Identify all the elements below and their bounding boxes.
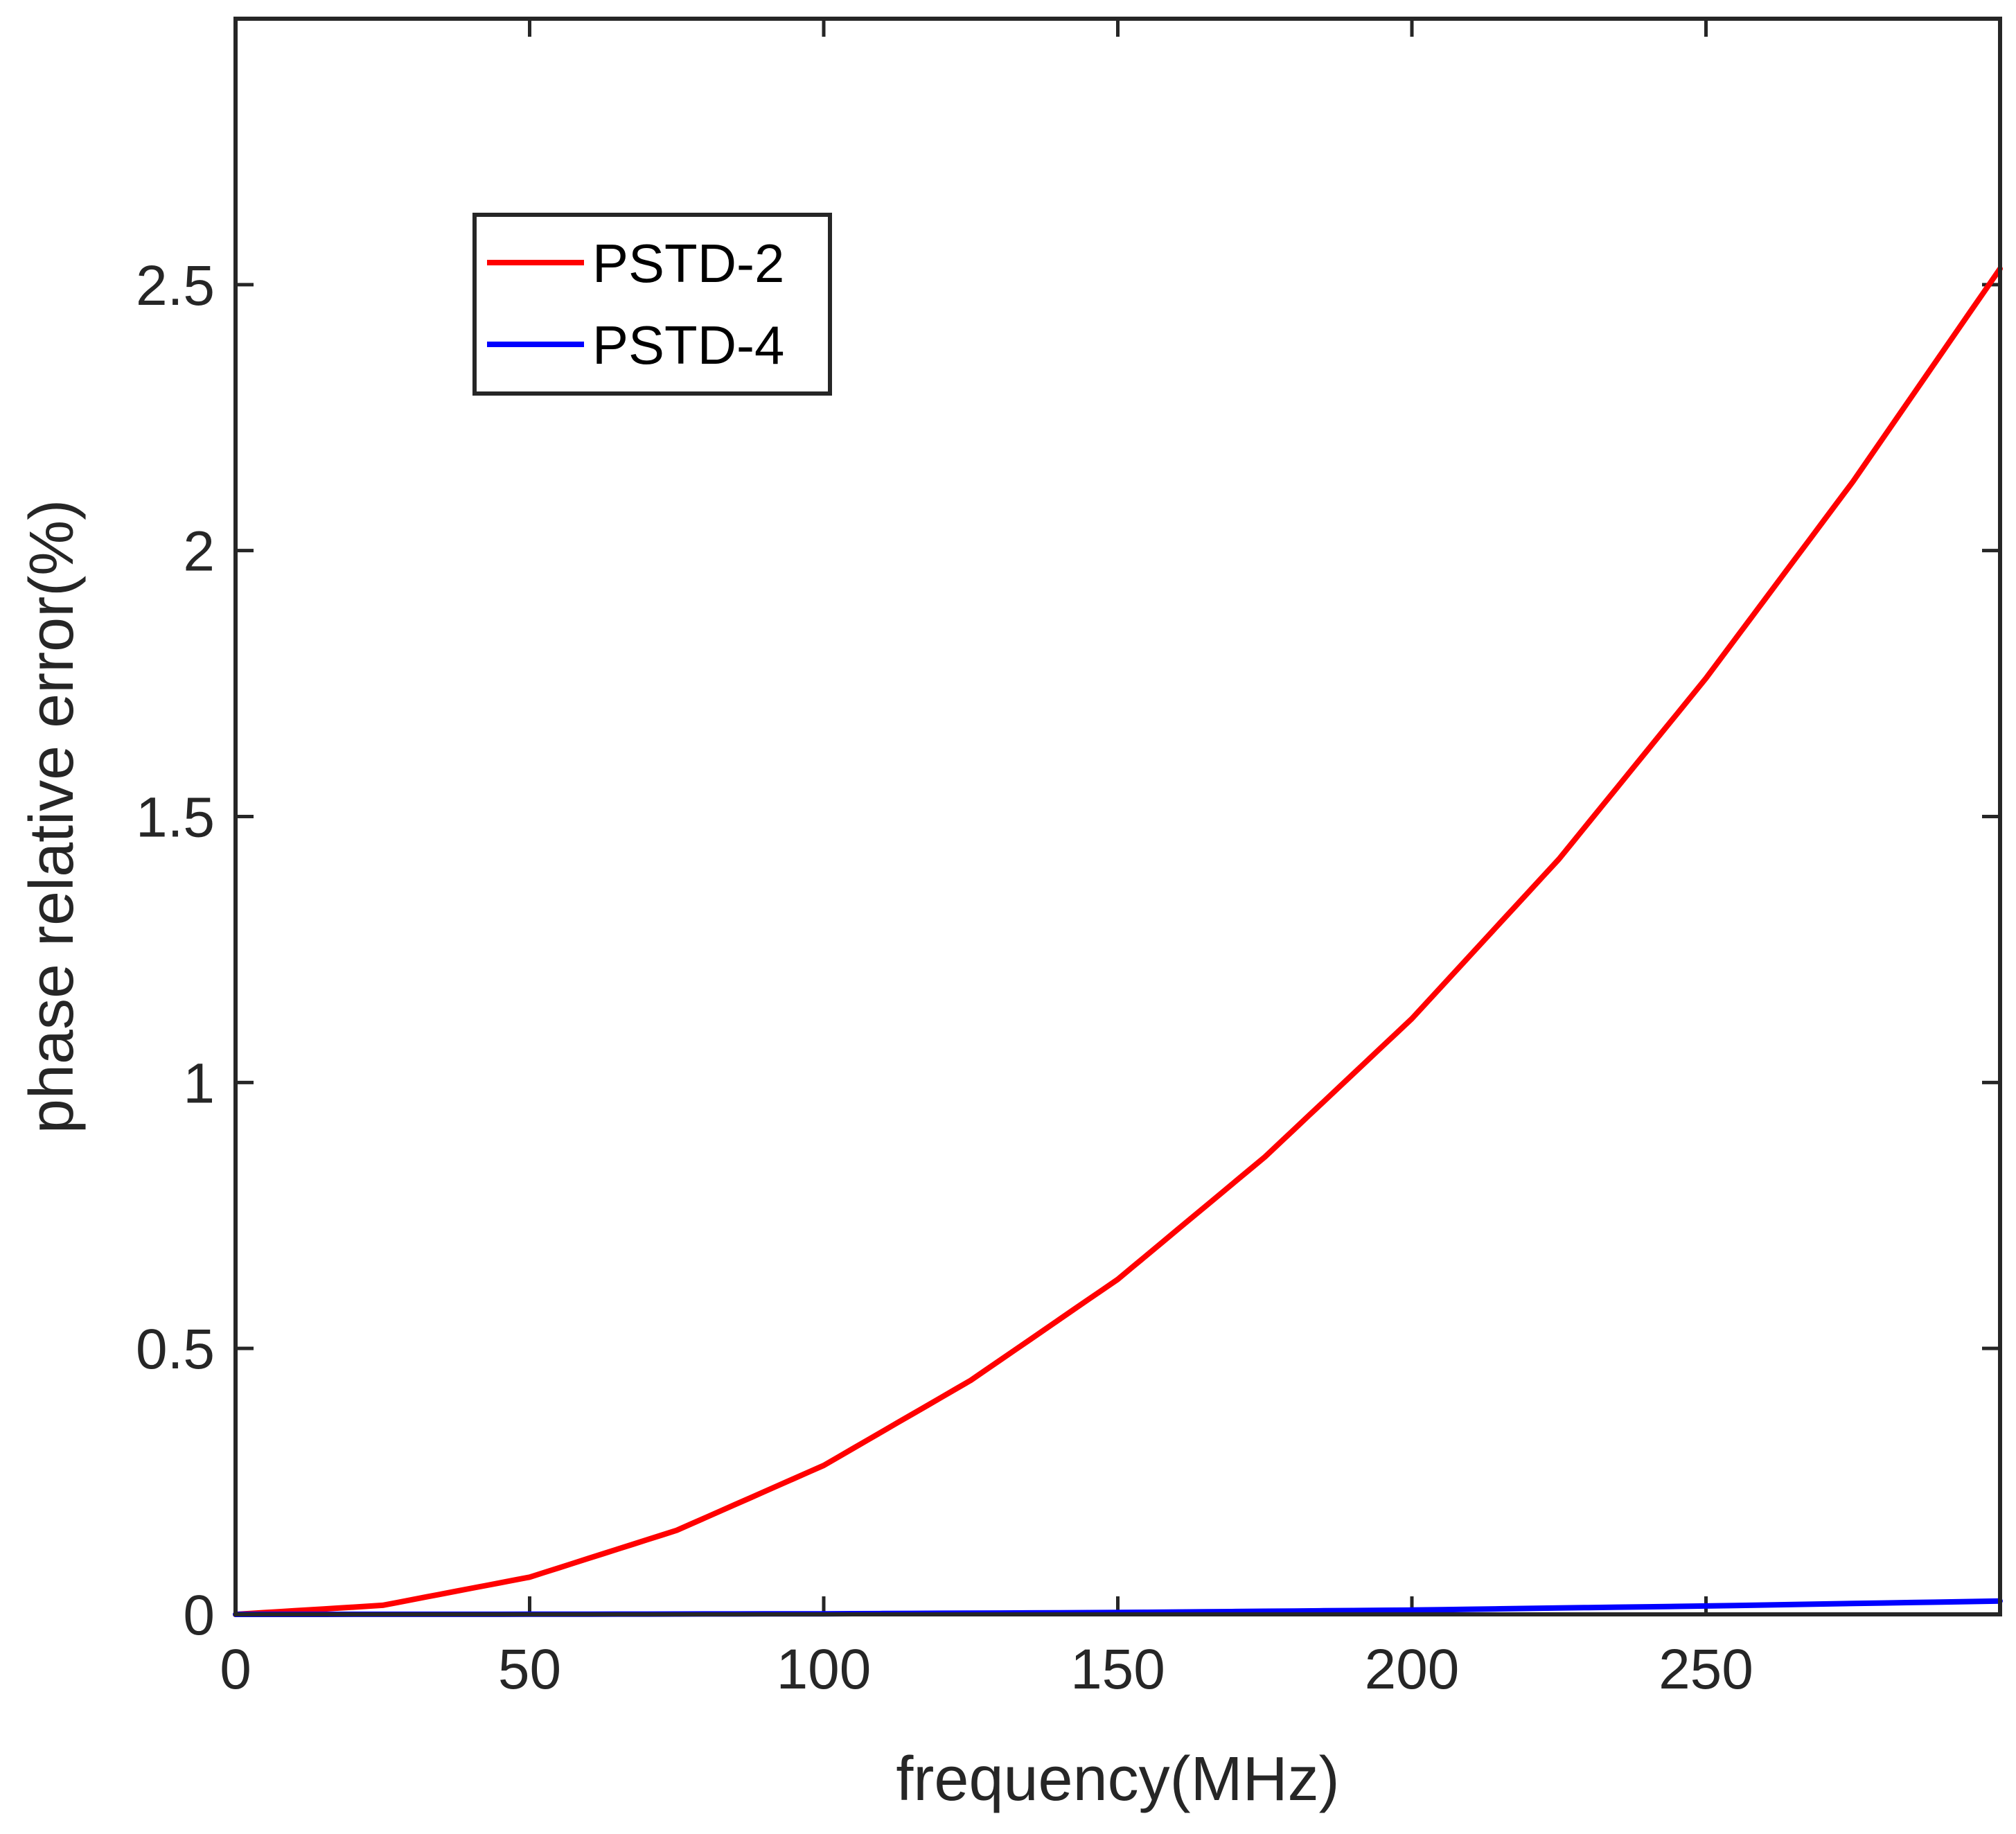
series-line-pstd-2: [233, 265, 2003, 1617]
x-tick-label: 100: [777, 1638, 872, 1701]
y-axis-label: phase relative error(%): [17, 500, 87, 1134]
x-tick-labels: 0 50 100 150 200 250: [220, 1638, 1753, 1701]
legend: PSTD-2 PSTD-4: [472, 213, 832, 396]
x-tick-label: 150: [1070, 1638, 1165, 1701]
x-tick-label: 50: [498, 1638, 561, 1701]
y-tick-label: 1.5: [136, 786, 215, 849]
legend-box: [472, 213, 832, 396]
legend-label-pstd-4: PSTD-4: [592, 315, 784, 376]
axes-box: [233, 17, 2002, 1616]
y-tick-label: 0.5: [136, 1318, 215, 1381]
y-tick-label: 0: [183, 1584, 215, 1647]
x-tick-label: 200: [1365, 1638, 1460, 1701]
y-tick-label: 2: [183, 520, 215, 583]
y-tick-labels: 0 0.5 1 1.5 2 2.5: [136, 254, 215, 1647]
legend-label-pstd-2: PSTD-2: [592, 233, 784, 294]
y-tick-label: 1: [183, 1052, 215, 1115]
y-tick-label: 2.5: [136, 254, 215, 317]
x-tick-label: 250: [1659, 1638, 1753, 1701]
x-tick-label: 0: [220, 1638, 251, 1701]
x-axis-label: frequency(MHz): [896, 1745, 1339, 1814]
